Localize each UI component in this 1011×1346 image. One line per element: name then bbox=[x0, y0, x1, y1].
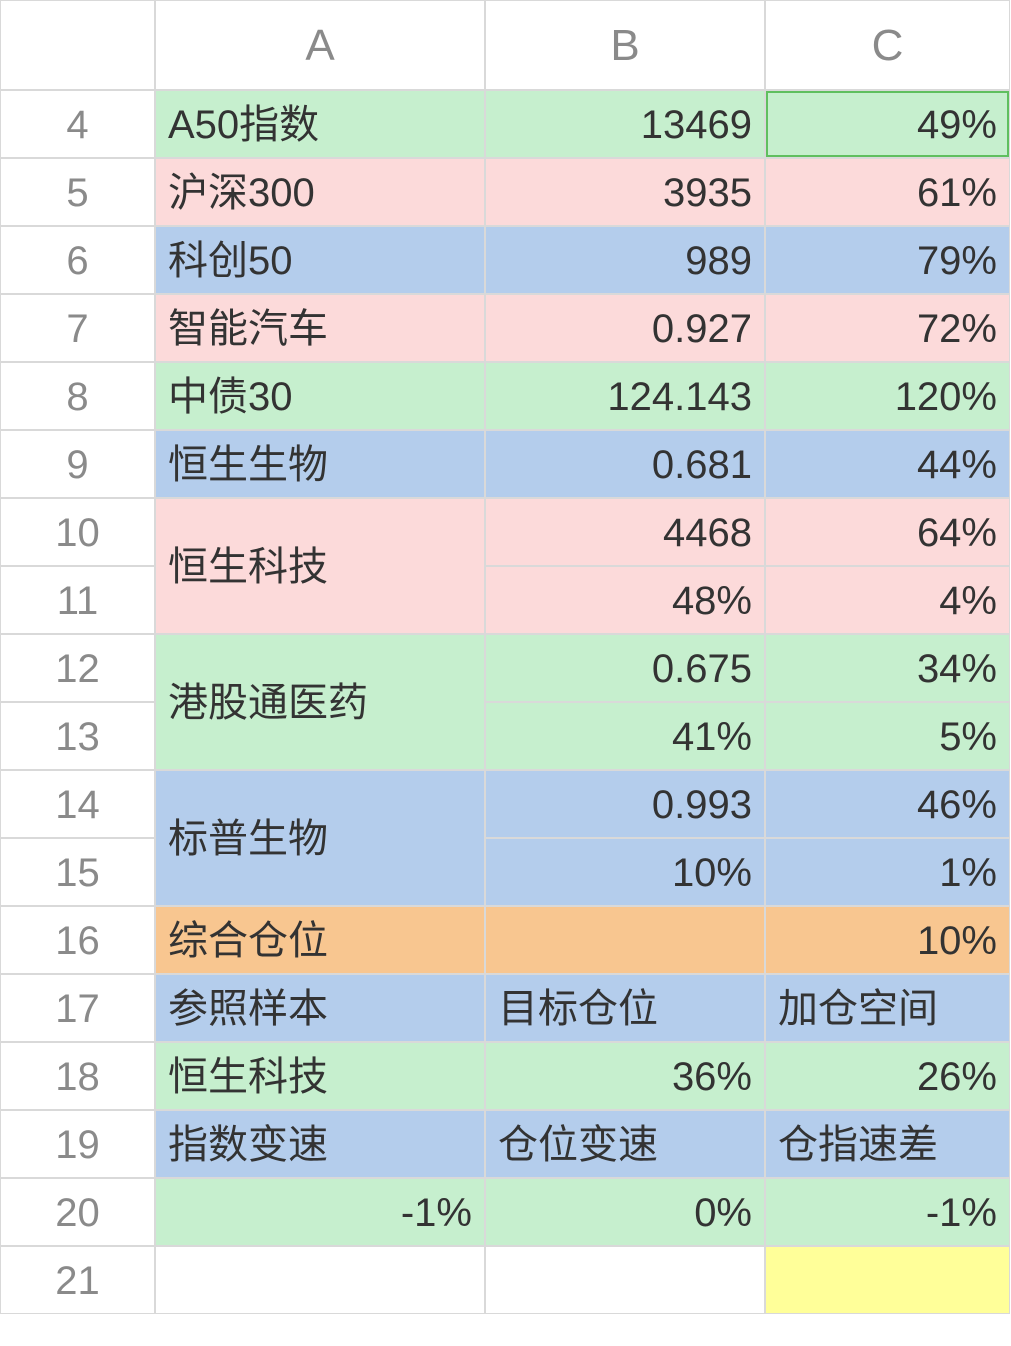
cell-A17[interactable]: 参照样本 bbox=[155, 974, 485, 1042]
cell-B11[interactable]: 48% bbox=[485, 566, 765, 634]
cell-A21[interactable] bbox=[155, 1246, 485, 1314]
cell-A19[interactable]: 指数变速 bbox=[155, 1110, 485, 1178]
row-header-12[interactable]: 12 bbox=[0, 634, 155, 702]
row-header-7[interactable]: 7 bbox=[0, 294, 155, 362]
cell-A18[interactable]: 恒生科技 bbox=[155, 1042, 485, 1110]
cell-B7[interactable]: 0.927 bbox=[485, 294, 765, 362]
cell-C14[interactable]: 46% bbox=[765, 770, 1010, 838]
row-header-9[interactable]: 9 bbox=[0, 430, 155, 498]
cell-B14[interactable]: 0.993 bbox=[485, 770, 765, 838]
cell-B16[interactable] bbox=[485, 906, 765, 974]
cell-B19[interactable]: 仓位变速 bbox=[485, 1110, 765, 1178]
corner-cell bbox=[0, 0, 155, 90]
cell-C12[interactable]: 34% bbox=[765, 634, 1010, 702]
cell-C6[interactable]: 79% bbox=[765, 226, 1010, 294]
cell-B9[interactable]: 0.681 bbox=[485, 430, 765, 498]
cell-B5[interactable]: 3935 bbox=[485, 158, 765, 226]
row-header-8[interactable]: 8 bbox=[0, 362, 155, 430]
row-header-20[interactable]: 20 bbox=[0, 1178, 155, 1246]
cell-A4[interactable]: A50指数 bbox=[155, 90, 485, 158]
cell-C13[interactable]: 5% bbox=[765, 702, 1010, 770]
cell-A20[interactable]: -1% bbox=[155, 1178, 485, 1246]
cell-B18[interactable]: 36% bbox=[485, 1042, 765, 1110]
cell-C5[interactable]: 61% bbox=[765, 158, 1010, 226]
row-header-5[interactable]: 5 bbox=[0, 158, 155, 226]
cell-C8[interactable]: 120% bbox=[765, 362, 1010, 430]
cell-A9[interactable]: 恒生生物 bbox=[155, 430, 485, 498]
cell-B20[interactable]: 0% bbox=[485, 1178, 765, 1246]
row-header-19[interactable]: 19 bbox=[0, 1110, 155, 1178]
column-header-C[interactable]: C bbox=[765, 0, 1010, 90]
row-header-13[interactable]: 13 bbox=[0, 702, 155, 770]
cell-B4[interactable]: 13469 bbox=[485, 90, 765, 158]
cell-C21[interactable] bbox=[765, 1246, 1010, 1314]
row-header-4[interactable]: 4 bbox=[0, 90, 155, 158]
cell-C17[interactable]: 加仓空间 bbox=[765, 974, 1010, 1042]
cell-A5[interactable]: 沪深300 bbox=[155, 158, 485, 226]
cell-B21[interactable] bbox=[485, 1246, 765, 1314]
cell-B6[interactable]: 989 bbox=[485, 226, 765, 294]
cell-B17[interactable]: 目标仓位 bbox=[485, 974, 765, 1042]
cell-B10[interactable]: 4468 bbox=[485, 498, 765, 566]
cell-A14[interactable]: 标普生物 bbox=[155, 770, 485, 906]
cell-C20[interactable]: -1% bbox=[765, 1178, 1010, 1246]
cell-C4[interactable]: 49% bbox=[765, 90, 1010, 158]
cell-B12[interactable]: 0.675 bbox=[485, 634, 765, 702]
cell-C18[interactable]: 26% bbox=[765, 1042, 1010, 1110]
cell-A10[interactable]: 恒生科技 bbox=[155, 498, 485, 634]
cell-C11[interactable]: 4% bbox=[765, 566, 1010, 634]
cell-A8[interactable]: 中债30 bbox=[155, 362, 485, 430]
row-header-16[interactable]: 16 bbox=[0, 906, 155, 974]
cell-A12[interactable]: 港股通医药 bbox=[155, 634, 485, 770]
row-header-11[interactable]: 11 bbox=[0, 566, 155, 634]
column-header-A[interactable]: A bbox=[155, 0, 485, 90]
row-header-15[interactable]: 15 bbox=[0, 838, 155, 906]
row-header-14[interactable]: 14 bbox=[0, 770, 155, 838]
cell-C19[interactable]: 仓指速差 bbox=[765, 1110, 1010, 1178]
column-header-B[interactable]: B bbox=[485, 0, 765, 90]
row-header-21[interactable]: 21 bbox=[0, 1246, 155, 1314]
cell-C9[interactable]: 44% bbox=[765, 430, 1010, 498]
cell-A7[interactable]: 智能汽车 bbox=[155, 294, 485, 362]
row-header-6[interactable]: 6 bbox=[0, 226, 155, 294]
row-header-17[interactable]: 17 bbox=[0, 974, 155, 1042]
cell-C7[interactable]: 72% bbox=[765, 294, 1010, 362]
cell-B15[interactable]: 10% bbox=[485, 838, 765, 906]
cell-C15[interactable]: 1% bbox=[765, 838, 1010, 906]
row-header-10[interactable]: 10 bbox=[0, 498, 155, 566]
cell-B8[interactable]: 124.143 bbox=[485, 362, 765, 430]
cell-A16[interactable]: 综合仓位 bbox=[155, 906, 485, 974]
cell-A6[interactable]: 科创50 bbox=[155, 226, 485, 294]
cell-C10[interactable]: 64% bbox=[765, 498, 1010, 566]
cell-B13[interactable]: 41% bbox=[485, 702, 765, 770]
cell-C16[interactable]: 10% bbox=[765, 906, 1010, 974]
row-header-18[interactable]: 18 bbox=[0, 1042, 155, 1110]
